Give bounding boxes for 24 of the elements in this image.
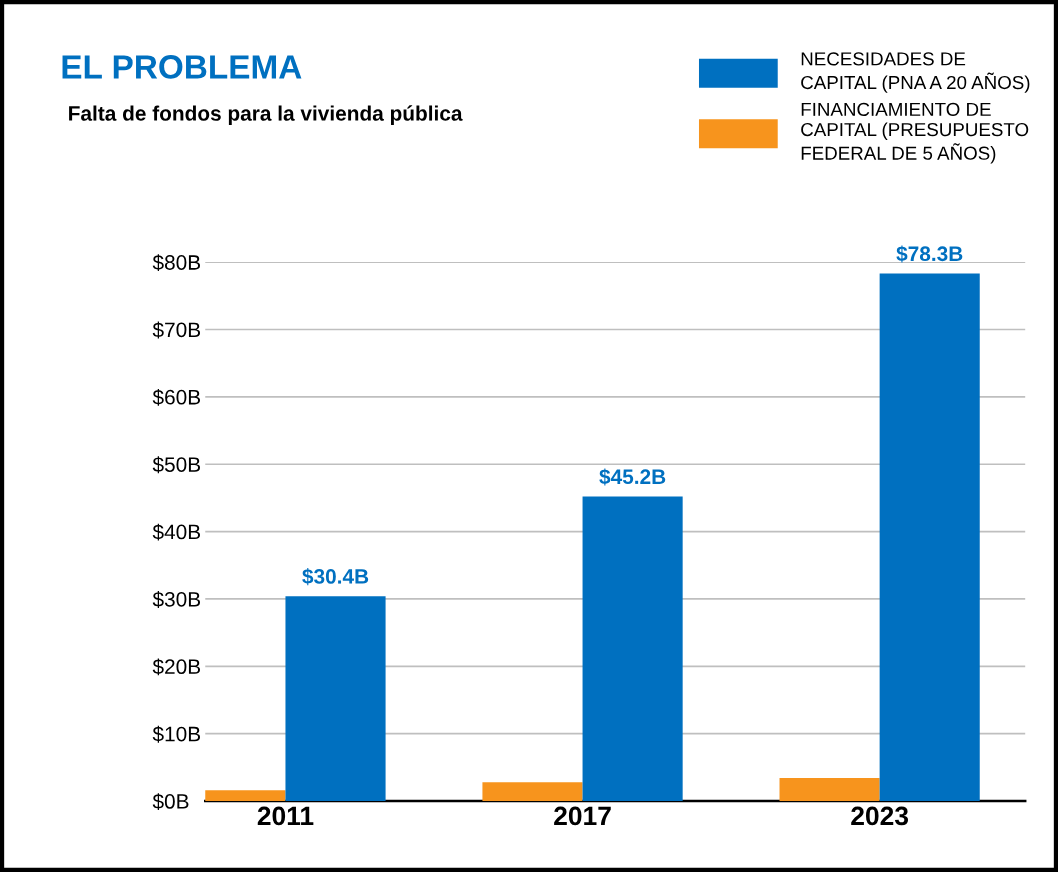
y-tick-label: $80B <box>152 254 201 272</box>
legend-label: FINANCIAMIENTO DE CAPITAL (PRESUPUESTO FEDERAL DE 5 AÑOS) <box>801 102 1029 164</box>
data-label: $78.3B <box>896 245 963 263</box>
x-tick-label: 2017 <box>554 806 611 826</box>
y-tick-label: $10B <box>152 725 201 743</box>
bar <box>879 273 980 802</box>
chart-title: EL PROBLEMA <box>62 55 302 79</box>
y-tick-label: $50B <box>152 456 201 474</box>
data-label: $30.4B <box>302 568 369 586</box>
y-tick-label: $30B <box>152 591 201 608</box>
y-tick-label: $70B <box>152 321 201 339</box>
bar <box>482 782 583 802</box>
y-tick-label: $0B <box>152 793 189 811</box>
y-tick-label: $20B <box>152 658 201 676</box>
x-tick-label: 2023 <box>851 806 909 826</box>
x-tick-label: 2011 <box>257 806 314 826</box>
y-tick-label: $40B <box>152 523 201 541</box>
bar <box>582 496 683 802</box>
bar <box>779 778 880 802</box>
bar <box>285 596 386 802</box>
y-tick-label: $60B <box>152 388 201 406</box>
data-label: $45.2B <box>599 468 666 486</box>
legend-label: NECESIDADES DE CAPITAL (PNA A 20 AÑOS) <box>801 52 1030 93</box>
chart-subtitle: Falta de fondos para la vivienda pública <box>69 105 463 125</box>
